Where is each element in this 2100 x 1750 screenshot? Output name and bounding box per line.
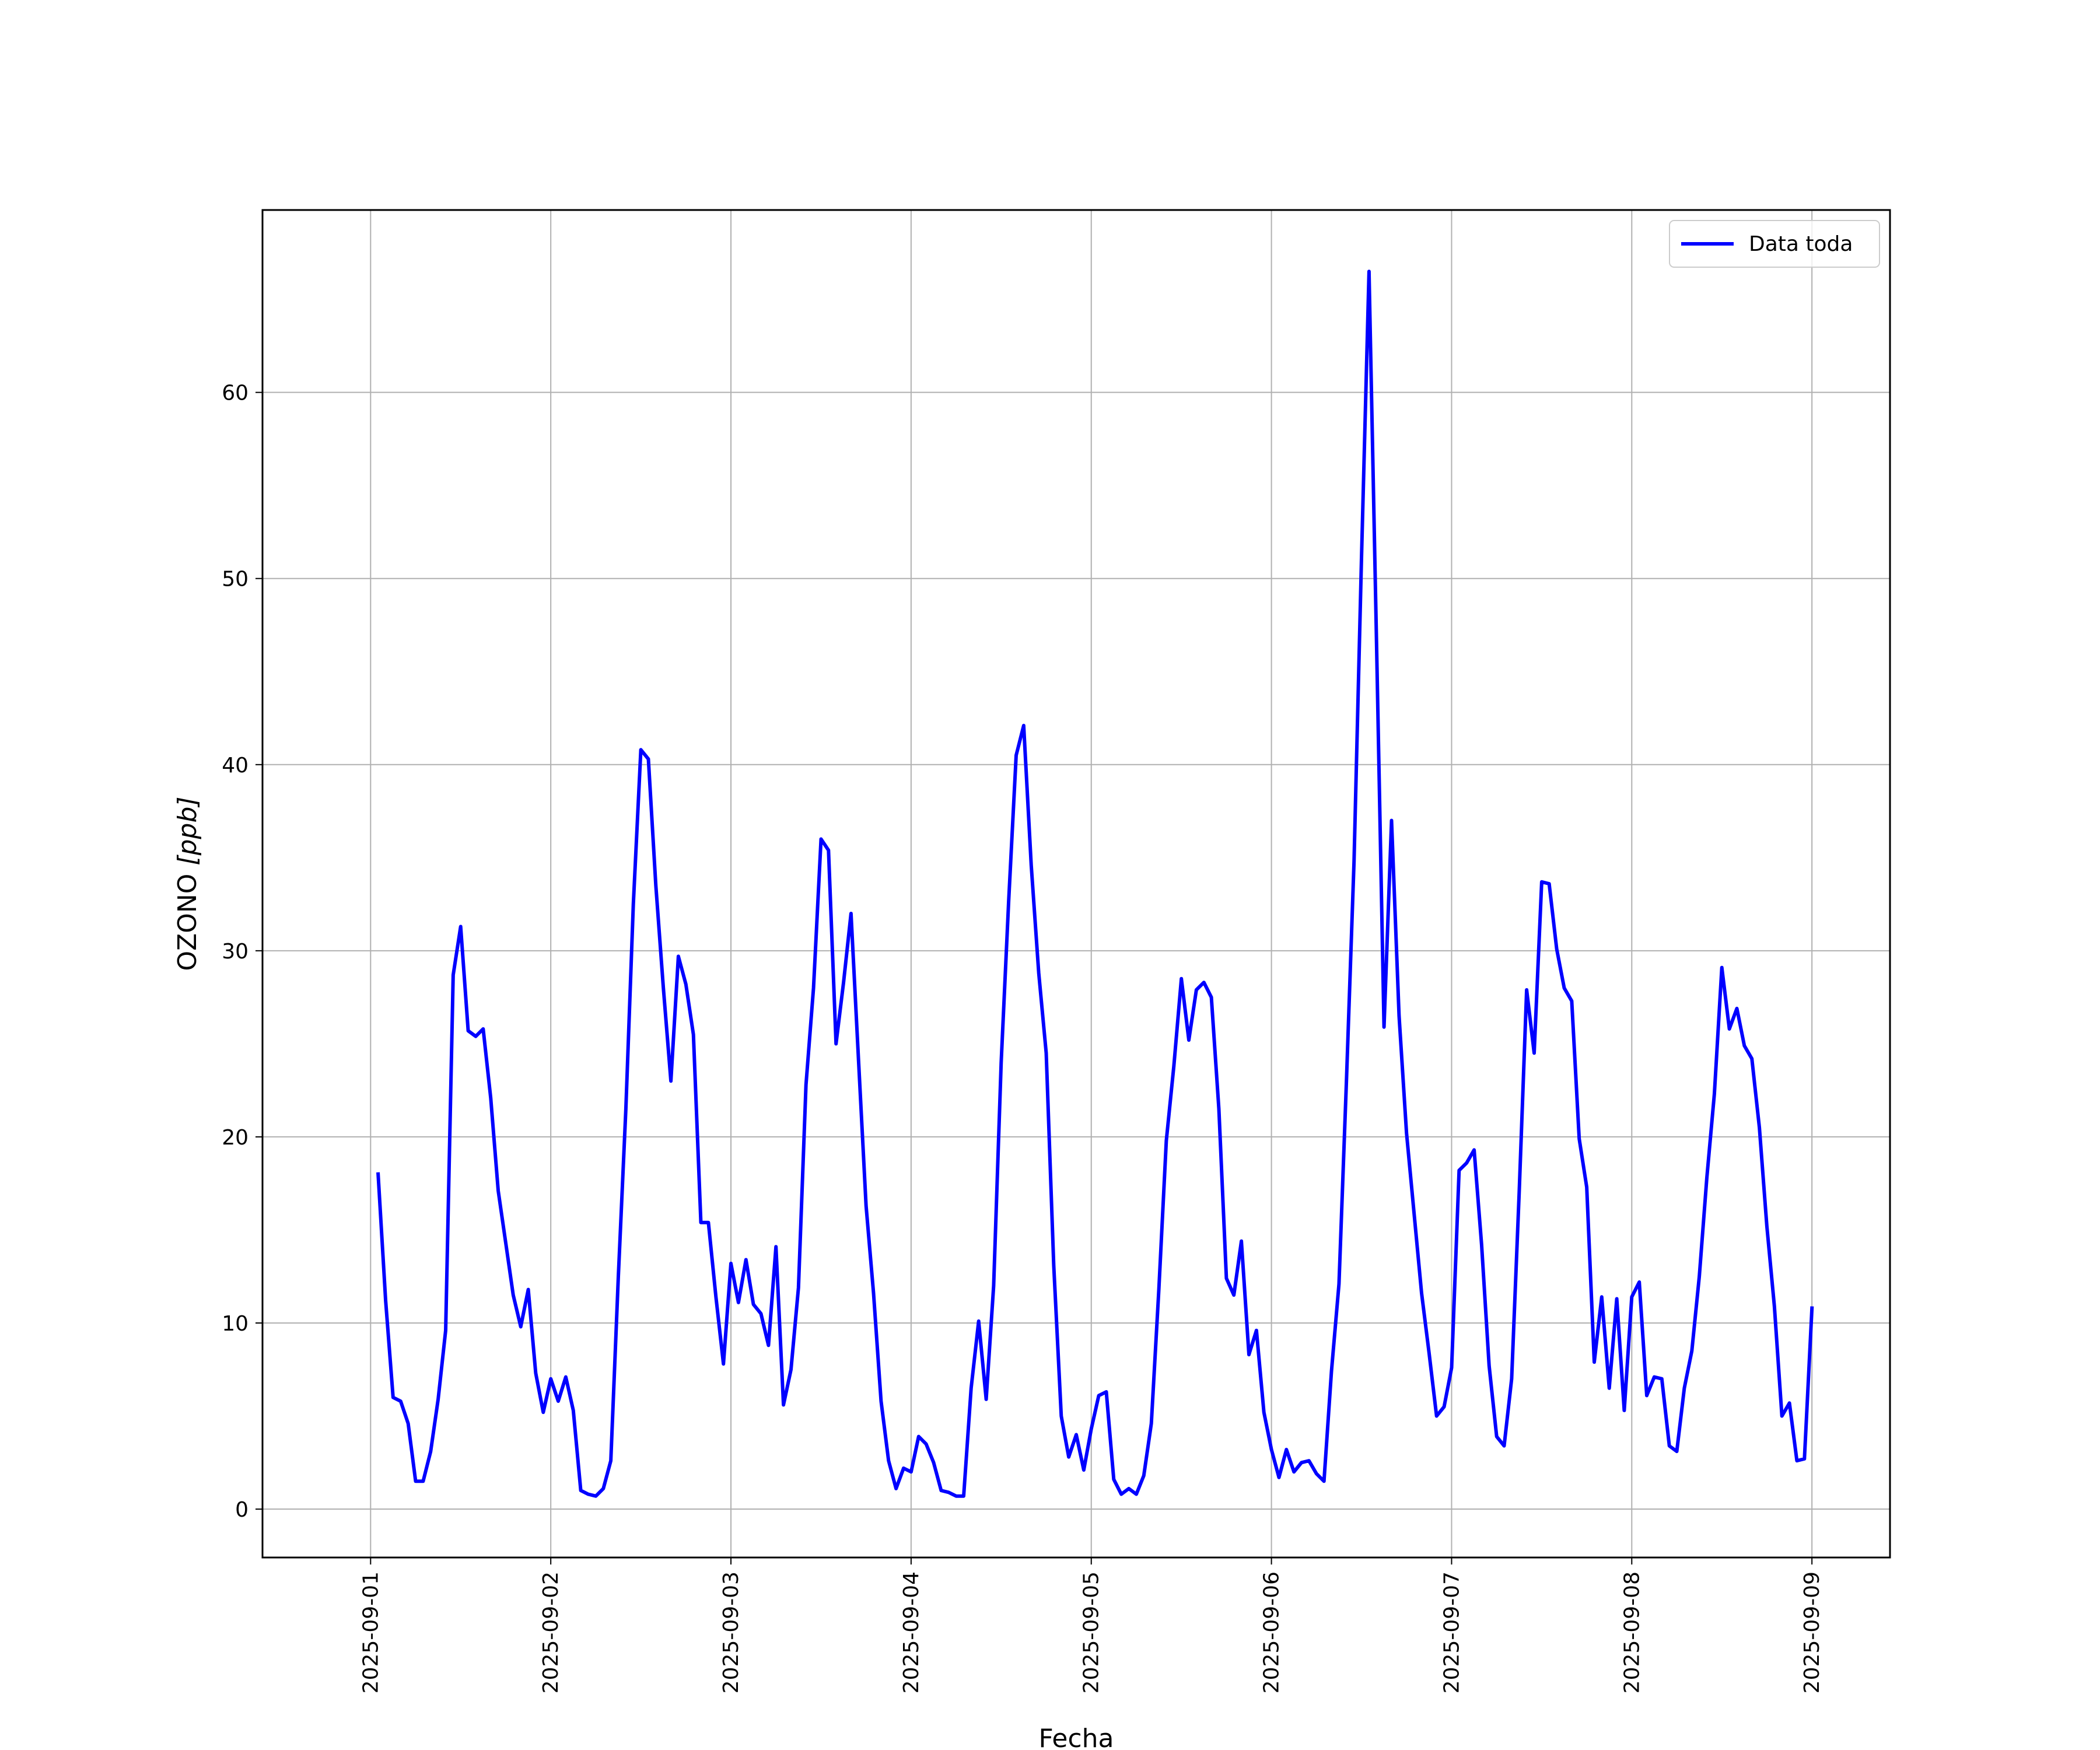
series-line [376, 270, 1814, 1498]
plot-frame [261, 209, 1891, 1559]
y-tick-label: 10 [222, 1312, 249, 1336]
x-axis: 2025-09-01 2025-09-02 2025-09-03 2025-09-04… [359, 1558, 1824, 1693]
y-tick-label: 30 [222, 940, 249, 964]
x-tick-label: 2025-09-02 [539, 1572, 563, 1693]
y-tick-label: 0 [235, 1498, 249, 1522]
x-tick-label: 2025-09-06 [1260, 1572, 1284, 1693]
x-tick-label: 2025-09-04 [900, 1572, 923, 1693]
y-tick-label: 20 [222, 1126, 249, 1150]
y-axis: 0 10 20 30 40 50 60 [222, 382, 262, 1522]
series-layer [376, 270, 1814, 1498]
x-tick-label: 2025-09-03 [719, 1572, 743, 1693]
legend-box [1669, 220, 1880, 268]
x-tick-label: 2025-09-07 [1440, 1572, 1464, 1693]
y-tick-label: 60 [222, 382, 249, 405]
y-tick-label: 50 [222, 568, 249, 592]
y-tick-label: 40 [222, 754, 249, 778]
grid [262, 210, 1890, 1558]
x-tick-label: 2025-09-01 [359, 1572, 383, 1693]
x-axis-label: Fecha [1038, 1724, 1114, 1750]
y-axis-label-main: OZONO [173, 874, 202, 971]
x-tick-label: 2025-09-09 [1800, 1572, 1824, 1693]
y-axis-label: OZONO [ppb] [173, 796, 202, 971]
x-tick-label: 2025-09-05 [1080, 1572, 1104, 1693]
x-tick-label: 2025-09-08 [1620, 1572, 1644, 1693]
y-axis-label-unit: [ppb] [173, 796, 202, 865]
legend: Data toda [1669, 220, 1880, 268]
legend-label: Data toda [1749, 232, 1853, 256]
